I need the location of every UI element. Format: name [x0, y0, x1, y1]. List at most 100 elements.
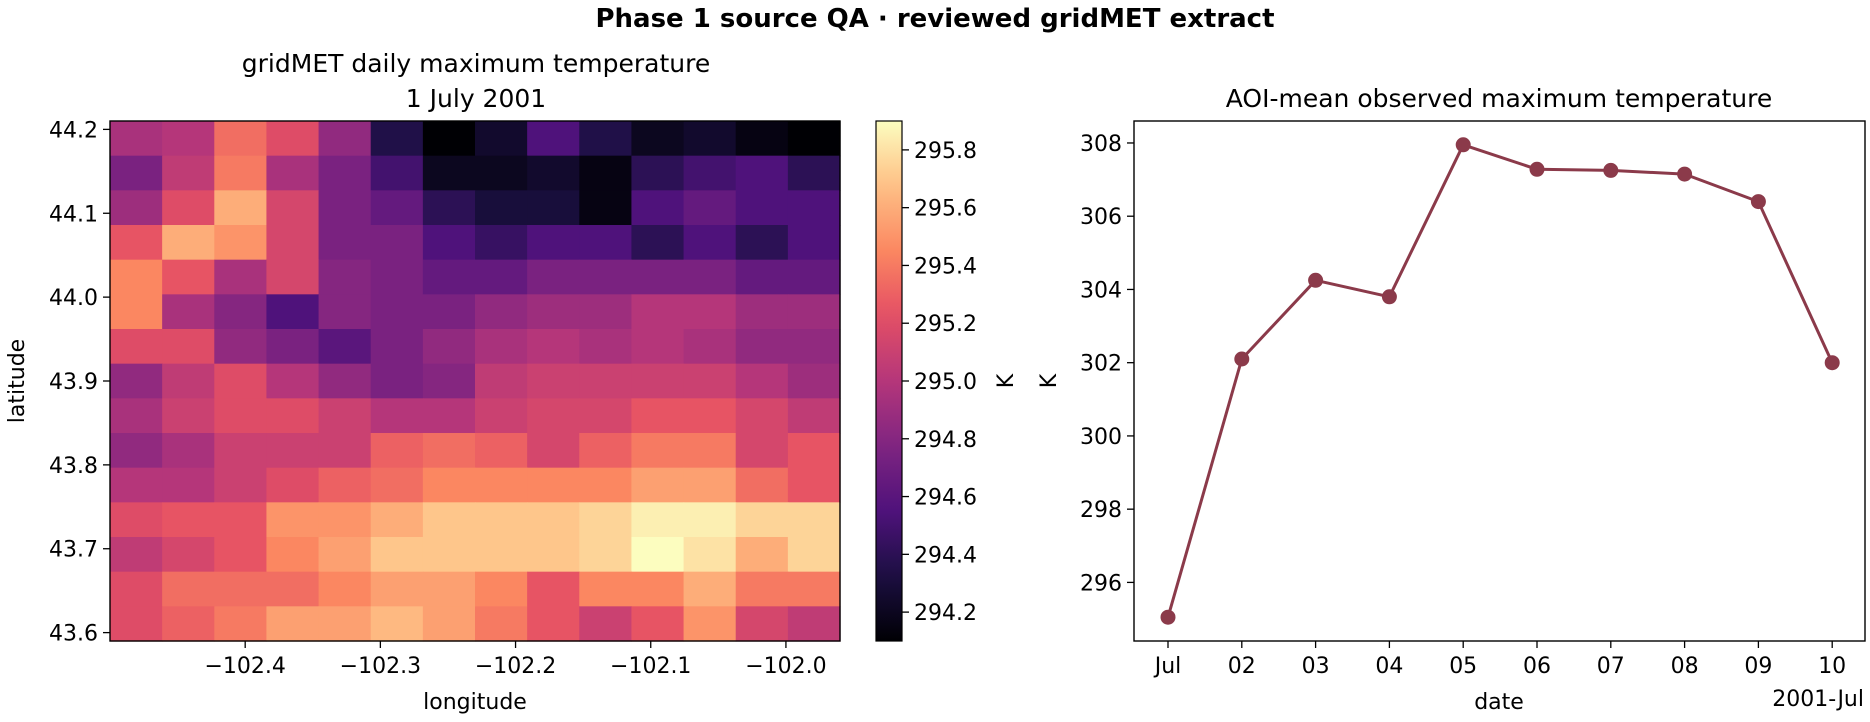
heatmap-cell	[475, 294, 528, 330]
heatmap-cell	[475, 121, 528, 157]
colorbar-tick-label: 294.2	[914, 601, 977, 626]
heatmap-cell	[475, 502, 528, 538]
heatmap-cell	[475, 155, 528, 191]
heatmap-cell	[631, 259, 685, 295]
heatmap-cell	[787, 329, 841, 365]
colorbar-tick-label: 295.2	[914, 312, 977, 337]
heatmap-cell	[162, 363, 215, 399]
heatmap-cell	[579, 190, 633, 226]
heatmap-cell	[318, 190, 372, 226]
heatmap-cells	[110, 121, 841, 642]
heatmap-cell	[214, 225, 268, 261]
heatmap-cell	[214, 571, 268, 607]
heatmap-cell	[318, 329, 372, 365]
line-x-tick-label: 04	[1375, 654, 1403, 679]
heatmap-cell	[318, 433, 372, 469]
heatmap-cell	[579, 433, 633, 469]
heatmap-cell	[110, 329, 163, 365]
heatmap-cell	[266, 571, 320, 607]
heatmap-title-line1: gridMET daily maximum temperature	[242, 49, 710, 78]
heatmap-cell	[735, 606, 789, 642]
heatmap-cell	[162, 571, 215, 607]
heatmap-x-tick-label: −102.1	[610, 654, 691, 679]
heatmap-cell	[370, 398, 424, 434]
heatmap-cell	[579, 121, 633, 157]
heatmap-cell	[214, 398, 268, 434]
line-x-axis: Jul 02 03 04 05 06 07 08 09 10	[1153, 641, 1846, 679]
heatmap-cell	[214, 121, 268, 157]
heatmap-cell	[266, 467, 320, 503]
heatmap-y-tick-label: 44.2	[49, 118, 98, 143]
heatmap-y-tick-label: 43.8	[49, 454, 98, 479]
heatmap-cell	[422, 537, 476, 573]
heatmap-cell	[422, 606, 476, 642]
line-y-axis: 296 298 300 302 304 306 308	[1080, 132, 1134, 596]
heatmap-cell	[527, 571, 580, 607]
heatmap-cell	[683, 121, 737, 157]
heatmap-cell	[266, 190, 320, 226]
heatmap-cell	[162, 398, 215, 434]
heatmap-cell	[579, 329, 633, 365]
heatmap-cell	[631, 329, 685, 365]
heatmap-cell	[214, 433, 268, 469]
heatmap-cell	[683, 606, 737, 642]
heatmap-cell	[422, 190, 476, 226]
heatmap-cell	[110, 155, 163, 191]
heatmap-cell	[266, 155, 320, 191]
heatmap-cell	[318, 537, 372, 573]
heatmap-cell	[787, 571, 841, 607]
heatmap-cell	[162, 467, 215, 503]
heatmap-cell	[683, 294, 737, 330]
heatmap-cell	[318, 467, 372, 503]
heatmap-cell	[527, 155, 580, 191]
line-x-tick-label: 10	[1818, 654, 1846, 679]
heatmap-cell	[214, 155, 268, 191]
heatmap-cell	[631, 294, 685, 330]
line-y-tick-label: 298	[1080, 498, 1122, 523]
heatmap-cell	[370, 571, 424, 607]
heatmap-cell	[110, 606, 163, 642]
colorbar-tick-label: 295.6	[914, 197, 977, 222]
heatmap-cell	[527, 294, 580, 330]
heatmap-cell	[266, 502, 320, 538]
heatmap-cell	[370, 259, 424, 295]
heatmap-cell	[110, 467, 163, 503]
line-x-tick-label: 06	[1523, 654, 1551, 679]
heatmap-cell	[683, 363, 737, 399]
heatmap-cell	[735, 155, 789, 191]
heatmap-cell	[735, 363, 789, 399]
heatmap-cell	[683, 433, 737, 469]
heatmap-cell	[475, 467, 528, 503]
heatmap-cell	[422, 502, 476, 538]
heatmap-cell	[266, 363, 320, 399]
heatmap-title-line2: 1 July 2001	[406, 84, 546, 113]
heatmap-cell	[370, 294, 424, 330]
heatmap-cell	[683, 259, 737, 295]
heatmap-cell	[787, 467, 841, 503]
heatmap-cell	[683, 398, 737, 434]
heatmap-cell	[266, 294, 320, 330]
heatmap-cell	[214, 259, 268, 295]
heatmap-cell	[683, 190, 737, 226]
heatmap-cell	[631, 571, 685, 607]
heatmap-cell	[422, 398, 476, 434]
heatmap-cell	[579, 363, 633, 399]
heatmap-cell	[422, 329, 476, 365]
heatmap-x-tick-label: −102.4	[204, 654, 285, 679]
line-x-tick-label: 05	[1449, 654, 1477, 679]
line-point	[1308, 272, 1324, 288]
line-point	[1603, 162, 1619, 178]
heatmap-cell	[631, 502, 685, 538]
line-y-tick-label: 306	[1080, 205, 1122, 230]
heatmap-cell	[370, 225, 424, 261]
line-point	[1381, 289, 1397, 305]
line-y-tick-label: 302	[1080, 352, 1122, 377]
heatmap-cell	[370, 537, 424, 573]
heatmap-cell	[266, 121, 320, 157]
heatmap-cell	[683, 155, 737, 191]
heatmap-cell	[266, 225, 320, 261]
heatmap-cell	[370, 155, 424, 191]
line-y-tick-label: 296	[1080, 571, 1122, 596]
heatmap-cell	[370, 606, 424, 642]
heatmap-cell	[735, 502, 789, 538]
